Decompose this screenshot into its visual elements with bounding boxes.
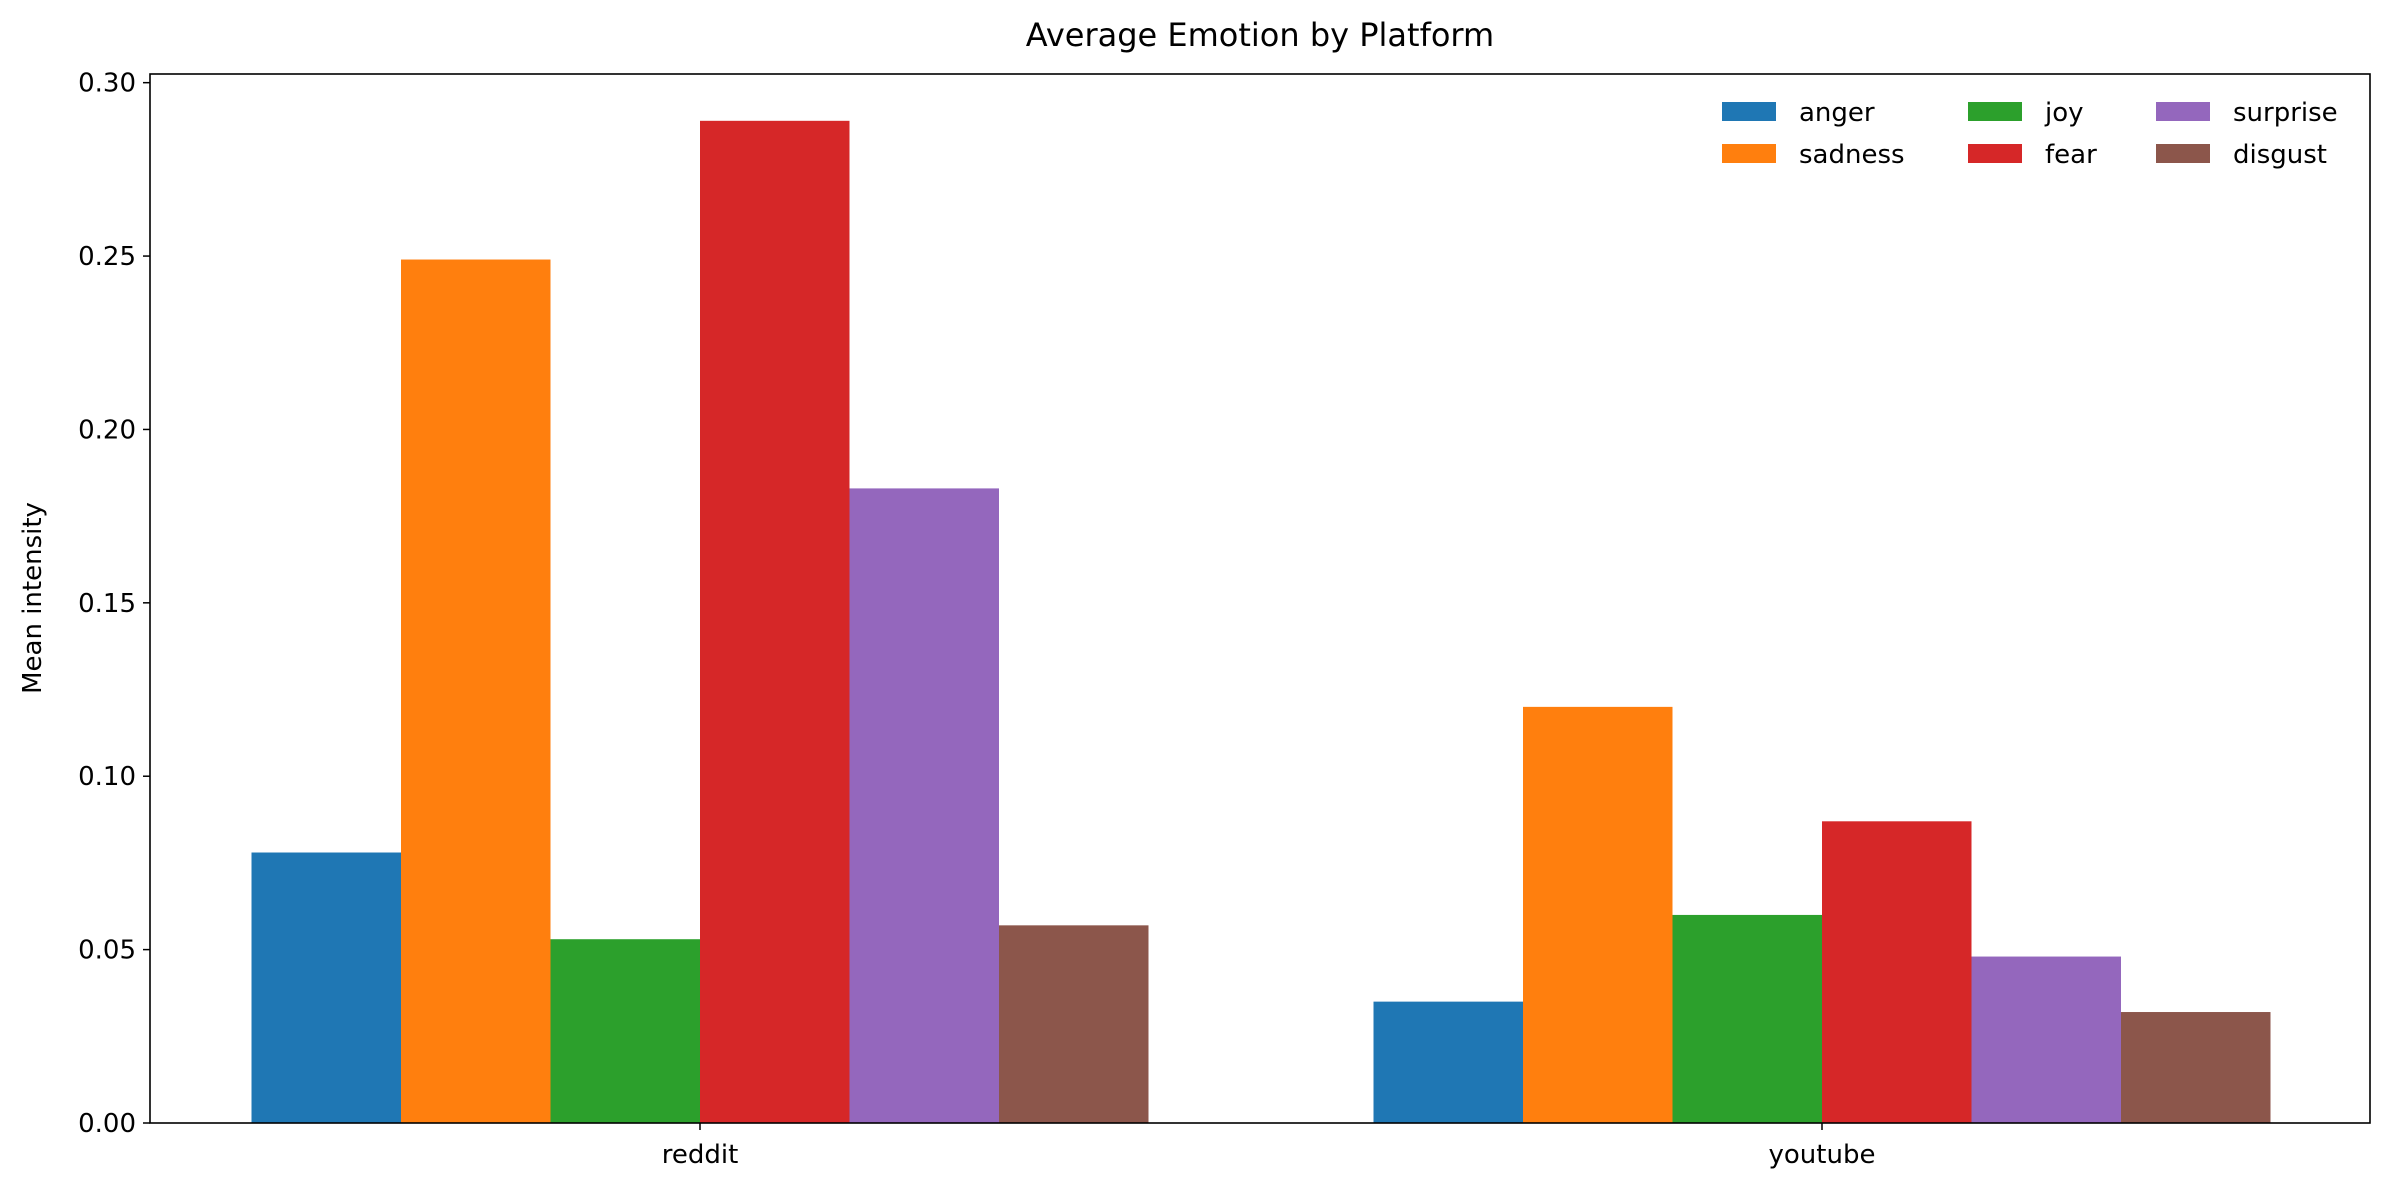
legend-label-sadness: sadness — [1799, 140, 1905, 170]
bar-sadness-youtube — [1523, 706, 1673, 1123]
x-tick-label: reddit — [662, 1140, 739, 1170]
bar-disgust-reddit — [999, 925, 1149, 1123]
legend-label-anger: anger — [1799, 98, 1875, 128]
legend-label-disgust: disgust — [2233, 140, 2327, 170]
bar-anger-reddit — [251, 852, 401, 1123]
chart-title: Average Emotion by Platform — [1026, 16, 1494, 54]
bar-joy-youtube — [1672, 914, 1822, 1123]
legend-swatch-joy — [1968, 102, 2022, 121]
plot-frame — [149, 73, 2371, 1124]
legend: anger sadness joy fear surprise disgust — [1722, 98, 2338, 170]
y-tick-label: 0.15 — [78, 589, 136, 619]
bar-anger-youtube — [1373, 1001, 1523, 1123]
y-axis-title: Mean intensity — [18, 502, 48, 694]
legend-swatch-disgust — [2156, 144, 2210, 163]
legend-swatch-fear — [1968, 144, 2022, 163]
legend-swatch-sadness — [1722, 144, 1776, 163]
legend-swatch-surprise — [2156, 102, 2210, 121]
legend-swatch-anger — [1722, 102, 1776, 121]
bar-joy-reddit — [550, 939, 700, 1123]
y-tick-label: 0.00 — [78, 1109, 136, 1139]
legend-label-joy: joy — [2044, 98, 2084, 128]
bar-sadness-reddit — [401, 259, 551, 1123]
bar-disgust-youtube — [2121, 1012, 2271, 1123]
legend-label-surprise: surprise — [2233, 98, 2338, 128]
axes-layer: 0.00 0.05 0.10 0.15 0.20 0.25 0.30 reddit youtub… — [78, 69, 2371, 1170]
bar-surprise-youtube — [1971, 956, 2121, 1123]
x-tick-label: youtube — [1769, 1140, 1876, 1170]
y-tick-label: 0.05 — [78, 936, 136, 966]
bar-surprise-reddit — [849, 488, 999, 1123]
y-tick-label: 0.25 — [78, 242, 136, 272]
bar-fear-reddit — [700, 120, 850, 1123]
y-tick-label: 0.20 — [78, 415, 136, 445]
y-tick-label: 0.10 — [78, 762, 136, 792]
bar-fear-youtube — [1822, 821, 1972, 1123]
y-tick-label: 0.30 — [78, 69, 136, 99]
bars-layer — [251, 120, 2271, 1123]
legend-label-fear: fear — [2045, 140, 2097, 170]
